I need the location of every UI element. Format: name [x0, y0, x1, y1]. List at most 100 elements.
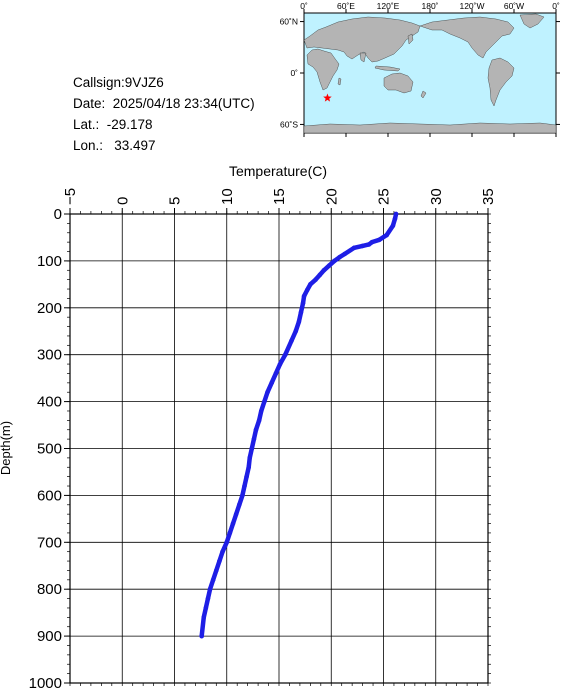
profile-point [393, 211, 399, 217]
profile-point [332, 258, 337, 264]
y-axis-title: Depth(m) [0, 421, 13, 475]
profile-point [273, 371, 279, 376]
profile-point [392, 216, 398, 221]
y-tick-label: 400 [37, 394, 62, 411]
profile-point [289, 338, 294, 343]
profile-point [342, 251, 348, 257]
profile-point [220, 549, 225, 554]
profile-point [313, 277, 318, 282]
temperature-profile-line [199, 211, 399, 639]
y-tick-label: 900 [37, 628, 62, 645]
profile-point [293, 328, 299, 334]
profile-point [390, 223, 396, 229]
profile-point [240, 493, 245, 498]
x-tick-label: 30 [428, 188, 445, 205]
y-tick-label: 600 [37, 487, 62, 504]
profile-point [224, 540, 230, 545]
land-india [359, 52, 367, 63]
x-tick-label: 35 [480, 188, 497, 205]
x-tick-label: 20 [323, 188, 340, 205]
land-madagascar [337, 77, 342, 86]
map-lat-label: 60˚S [280, 119, 298, 129]
profile-point [360, 243, 365, 249]
profile-point [258, 408, 264, 414]
profile-point [236, 502, 242, 508]
longitude-text: Lon.: 33.497 [73, 138, 156, 153]
land-eurasia [303, 16, 421, 63]
profile-point [366, 242, 372, 247]
series-layer [199, 211, 399, 639]
y-tick-label: 100 [37, 253, 62, 270]
map-labels: 0˚ 60˚E 120˚E 180˚ 120˚W 60˚W 0˚60˚N0˚60˚S [280, 1, 560, 129]
map-lat-label: 60˚N [280, 17, 298, 27]
profile-point [249, 446, 255, 451]
profile-point [317, 272, 323, 278]
land-antarctica [303, 122, 557, 134]
profile-point [351, 245, 357, 251]
latitude-text: Lat.: -29.178 [73, 117, 153, 132]
profile-point [256, 418, 262, 423]
land-africa [306, 48, 340, 91]
land-australia [383, 72, 414, 94]
station-marker [323, 93, 332, 102]
profile-point [227, 530, 233, 536]
x-tick-label: 5 [167, 197, 184, 205]
profile-point [246, 464, 251, 470]
map-lon-label: 120˚W [459, 1, 484, 11]
profile-point [201, 615, 207, 620]
profile-point [230, 521, 236, 526]
profile-point [282, 352, 288, 358]
profile-point [253, 427, 259, 433]
y-tick-label: 300 [37, 347, 62, 364]
plot-frame [69, 213, 489, 684]
profile-point [233, 511, 239, 517]
map-lon-label: 180˚ [421, 1, 438, 11]
world-map: 0˚ 60˚E 120˚E 180˚ 120˚W 60˚W 0˚60˚N0˚60˚S [280, 1, 560, 137]
station-info: Callsign:9VJZ6 Date: 2025/04/18 23:34(UT… [73, 72, 255, 156]
y-tick-label: 700 [37, 534, 62, 551]
profile-point [210, 577, 216, 583]
profile-point [369, 239, 375, 245]
x-tick-label: −5 [62, 188, 79, 205]
profile-point [337, 254, 342, 260]
profile-point [244, 474, 249, 479]
profile-point [217, 558, 222, 564]
profile-point [247, 455, 253, 461]
profile-point [214, 568, 219, 573]
y-tick-label: 200 [37, 300, 62, 317]
y-tick-label: 1000 [29, 675, 62, 690]
y-tick-label: 500 [37, 441, 62, 458]
x-tick-labels: −5 0 5 10 15 20 25 30 35 [62, 188, 497, 205]
map-lon-label: 60˚W [504, 1, 524, 11]
profile-point [377, 237, 382, 243]
profile-point [304, 287, 310, 293]
profile-point [301, 293, 307, 299]
profile-point [269, 380, 274, 386]
chart-ticks [64, 208, 491, 686]
profile-point [384, 232, 389, 238]
x-tick-label: 0 [114, 197, 131, 205]
callsign-text: Callsign:9VJZ6 [73, 75, 164, 90]
profile-point [199, 633, 204, 639]
profile-point [326, 263, 332, 268]
map-lon-label: 0˚ [552, 1, 560, 11]
profile-point [308, 282, 313, 287]
land-south-america [487, 57, 515, 107]
profile-point [207, 586, 213, 592]
profile-point [321, 267, 327, 273]
y-tick-label: 0 [54, 206, 62, 223]
profile-point [205, 596, 211, 601]
y-tick-label: 800 [37, 581, 62, 598]
x-tick-label: 25 [376, 188, 393, 205]
land-japan [407, 33, 414, 45]
land-new-zealand [420, 90, 427, 99]
y-tick-labels: 0 100 200 300 400 500 600 700 800 900 1000 [29, 206, 62, 690]
land-north-america [419, 16, 515, 59]
profile-point [262, 399, 267, 404]
map-land [303, 13, 557, 134]
x-tick-label: 15 [271, 188, 288, 205]
map-lon-label: 60˚E [337, 1, 355, 11]
map-lon-label: 0˚ [300, 1, 308, 11]
profile-point [277, 361, 283, 367]
